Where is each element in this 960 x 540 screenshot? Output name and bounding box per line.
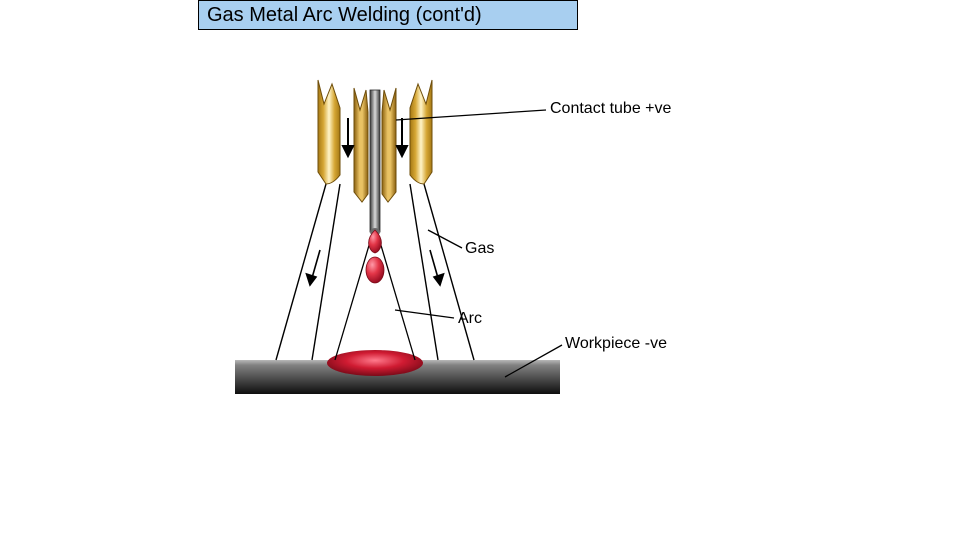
weld-pool xyxy=(327,350,423,376)
label-contact-tube: Contact tube +ve xyxy=(550,100,671,118)
contact-tube-left xyxy=(354,88,368,202)
feed-arrow-left xyxy=(343,118,353,156)
droplet-lower xyxy=(366,257,384,283)
gas-shield-inner-left xyxy=(312,184,340,360)
gas-shield-outer-left xyxy=(276,184,326,360)
slide-title-bar: Gas Metal Arc Welding (cont'd) xyxy=(198,0,578,30)
electrode-wire xyxy=(370,90,380,232)
leader-arc xyxy=(395,310,454,318)
leader-gas xyxy=(428,230,462,248)
label-gas: Gas xyxy=(465,240,494,258)
gas-shield-outer-right xyxy=(424,184,474,360)
gmaw-diagram: Contact tube +ve Gas Arc Workpiece -ve xyxy=(220,60,740,460)
slide-title-text: Gas Metal Arc Welding (cont'd) xyxy=(207,4,482,27)
nozzle-outer-left xyxy=(318,80,340,184)
gas-arrow-left xyxy=(307,250,321,285)
nozzle-outer-right xyxy=(410,80,432,184)
contact-tube-right xyxy=(382,88,396,202)
label-workpiece: Workpiece -ve xyxy=(565,335,667,353)
label-arc: Arc xyxy=(458,310,482,328)
feed-arrow-right xyxy=(397,118,407,156)
arc-cone-right xyxy=(380,242,415,360)
gmaw-svg xyxy=(220,60,740,460)
arc-cone-left xyxy=(335,242,370,360)
gas-shield-inner-right xyxy=(410,184,438,360)
gas-arrow-right xyxy=(430,250,444,285)
